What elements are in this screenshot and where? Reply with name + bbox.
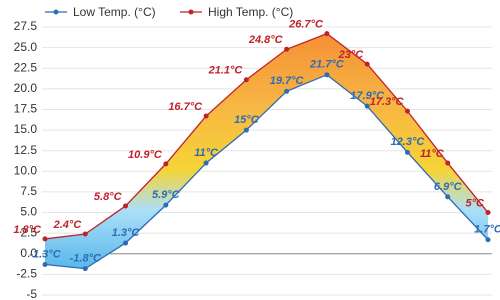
- data-point: [445, 194, 451, 200]
- data-point: [445, 160, 451, 166]
- data-point: [324, 72, 330, 78]
- data-point: [485, 237, 491, 243]
- value-label: 12.3°C: [391, 136, 426, 148]
- data-point: [364, 61, 370, 67]
- data-point: [82, 266, 88, 272]
- data-point: [243, 77, 249, 83]
- value-label: 10.9°C: [128, 149, 163, 161]
- range-band: [45, 33, 488, 269]
- y-tick-label: 25.0: [14, 40, 38, 54]
- value-label: 1.8°C: [13, 224, 42, 236]
- y-tick-label: 15.0: [14, 122, 38, 136]
- value-label: -1.8°C: [70, 253, 102, 265]
- value-label: 5°C: [466, 197, 486, 209]
- value-label: -1.3°C: [29, 248, 61, 260]
- value-label: 17.3°C: [370, 96, 405, 108]
- data-point: [243, 127, 249, 133]
- y-tick-label: 2.5: [20, 225, 37, 239]
- value-label: 16.7°C: [168, 101, 203, 113]
- value-label: 21.7°C: [309, 59, 345, 71]
- legend-marker: [53, 9, 59, 15]
- data-point: [324, 31, 330, 37]
- y-tick-label: 20.0: [14, 81, 38, 95]
- data-point: [82, 231, 88, 237]
- y-tick-label: 12.5: [14, 143, 38, 157]
- y-tick-label: 7.5: [20, 184, 37, 198]
- data-point: [163, 202, 169, 208]
- value-label: 15°C: [234, 114, 260, 126]
- data-point: [42, 236, 48, 242]
- value-label: 26.7°C: [288, 19, 324, 31]
- value-label: 19.7°C: [270, 75, 305, 87]
- y-tick-label: 17.5: [14, 102, 38, 116]
- legend-label: Low Temp. (°C): [73, 5, 156, 19]
- y-tick-label: 0.0: [20, 246, 37, 260]
- value-label: 21.1°C: [208, 65, 244, 77]
- value-label: 17.9°C: [350, 90, 385, 102]
- data-point: [42, 261, 48, 267]
- data-point: [404, 108, 410, 114]
- value-label: 1.3°C: [112, 227, 141, 239]
- data-point: [203, 113, 209, 119]
- data-point: [284, 88, 290, 94]
- value-label: 2.4°C: [53, 219, 83, 231]
- value-label: 5.8°C: [94, 191, 123, 203]
- value-label: 6.9°C: [434, 181, 463, 193]
- value-label: 11°C: [420, 148, 445, 160]
- data-point: [123, 203, 129, 209]
- y-tick-label: 27.5: [14, 19, 38, 33]
- y-tick-label: -5: [26, 287, 37, 300]
- data-point: [163, 161, 169, 167]
- y-tick-label: 5.0: [20, 205, 37, 219]
- legend-marker: [188, 9, 194, 15]
- value-label: 1.7°C: [474, 224, 500, 236]
- legend-label: High Temp. (°C): [208, 5, 293, 19]
- data-point: [364, 103, 370, 109]
- data-point: [123, 240, 129, 246]
- y-tick-label: 10.0: [14, 163, 38, 177]
- series-line: [44, 32, 489, 240]
- data-point: [284, 46, 290, 52]
- value-label: 5.9°C: [152, 189, 181, 201]
- y-tick-label: -2.5: [16, 267, 37, 281]
- value-label: 24.8°C: [248, 34, 284, 46]
- series-line: [44, 74, 489, 270]
- data-point: [485, 210, 491, 216]
- data-point: [404, 149, 410, 155]
- value-label: 11°C: [194, 147, 219, 159]
- y-tick-label: 22.5: [14, 60, 38, 74]
- value-label: 23°C: [338, 49, 365, 61]
- data-point: [203, 160, 209, 166]
